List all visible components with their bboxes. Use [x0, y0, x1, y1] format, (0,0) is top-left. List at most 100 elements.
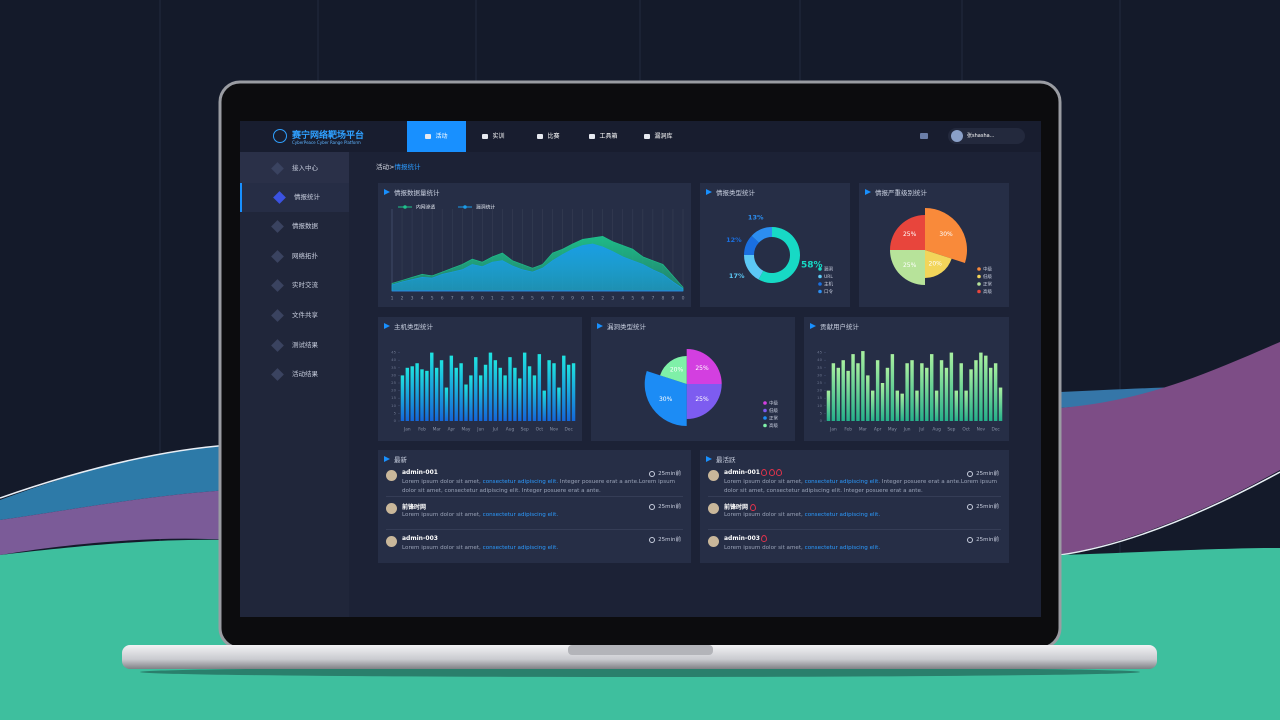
legend-label: 中级 [769, 400, 778, 407]
x-tick-label: Jun [903, 427, 911, 433]
chart-card: 漏洞类型统计 25% 25% 30% 20% 中级 低级 正常 高级 [591, 317, 795, 441]
x-tick-label: Apr [874, 427, 882, 433]
x-tick-label: Sep [947, 427, 955, 433]
user-name: 张shasha... [967, 133, 995, 139]
nav-item[interactable]: 工具箱 [576, 121, 631, 152]
bar [498, 367, 502, 421]
text: Integer posuere erat a ante.Lorem ipsum … [724, 479, 998, 494]
feed-text: Lorem ipsum dolor sit amet, consectetur … [724, 478, 1006, 495]
x-tick-label: 9 [471, 296, 474, 302]
bar [566, 364, 571, 421]
breadcrumb-parent[interactable]: 活动> [376, 163, 395, 171]
feed-name: admin-003 [402, 535, 438, 542]
feed-item: admin-001 25min前 Lorem ipsum dolor sit ame… [700, 468, 1009, 500]
y-tick-label: 35 [817, 365, 822, 370]
laptop-shadow [140, 667, 1140, 677]
nav-icon [589, 134, 596, 139]
value-label: 17% [729, 272, 745, 280]
sidebar-item[interactable]: 活动结果 [240, 360, 349, 390]
y-tick-label: 10 [391, 403, 396, 408]
message-icon[interactable] [920, 133, 928, 139]
feed-text: Lorem ipsum dolor sit amet, consectetur … [724, 544, 1006, 553]
x-tick-label: Jul [492, 427, 498, 433]
legend-label: 漏洞 [824, 266, 833, 273]
nav-label: 实训 [492, 133, 505, 140]
chart-title: 情报数据量统计 [394, 189, 440, 197]
x-tick-label: Feb [844, 427, 852, 433]
bar [425, 370, 429, 421]
sidebar-label: 活动结果 [292, 370, 318, 379]
link[interactable]: consectetur adipiscing elit. [482, 479, 559, 485]
chart: 0 5 10 15 20 25 30 35 40 45 Jan Feb Mar Apr May Jun Jul A… [391, 350, 576, 433]
feed-name: 前锋时网 [724, 502, 756, 511]
bar [954, 390, 959, 421]
value-label: 12% [726, 236, 742, 244]
sidebar-item[interactable]: 接入中心 [240, 152, 349, 185]
sidebar-item[interactable]: 实时交流 [240, 271, 349, 301]
bar [493, 360, 498, 421]
legend-swatch [977, 282, 981, 286]
wave [0, 490, 230, 555]
rose-slice [925, 250, 952, 278]
bar [846, 370, 850, 421]
link[interactable]: consectetur adipiscing elit. [482, 545, 559, 551]
nav-label: 比赛 [547, 133, 560, 140]
link[interactable]: consectetur adipiscing elit. [482, 512, 559, 518]
laptop-base [122, 645, 1157, 669]
rose-slice [686, 349, 722, 384]
sidebar: 接入中心情报统计情报数据 网络拓扑 实时交流 文件共享 测试结果活动结果 [240, 152, 349, 617]
nav-icon [537, 134, 544, 139]
y-tick-label: 45 [391, 350, 396, 355]
avatar [951, 130, 963, 142]
sidebar-item[interactable]: 情报统计 [240, 182, 349, 213]
sidebar-item[interactable]: 文件共享 [240, 301, 349, 331]
feed-text: Lorem ipsum dolor sit amet, consectetur … [724, 511, 1006, 520]
chart: 0 5 10 15 20 25 30 35 40 45 Jan Feb Mar Apr May Jun Jul A… [817, 350, 1003, 433]
donut-slice [744, 235, 759, 255]
user-name: admin-003 [724, 535, 760, 542]
chart-card: 贡献用户统计 0 5 10 15 20 25 30 35 40 45 Jan Feb Mar Apr May J… [804, 317, 1009, 441]
legend-label: 低级 [769, 407, 778, 414]
bar [420, 369, 424, 421]
sidebar-item[interactable]: 情报数据 [240, 212, 349, 242]
bar [518, 378, 522, 421]
bar [537, 354, 542, 421]
title-icon [706, 189, 712, 195]
feed-item: admin-001 25min前 Lorem ipsum dolor sit ame… [378, 468, 691, 500]
sidebar-item[interactable]: 测试结果 [240, 331, 349, 361]
bar [856, 363, 860, 421]
y-tick-label: 20 [391, 388, 396, 393]
avatar [708, 470, 719, 481]
nav-item[interactable]: 比赛 [521, 121, 576, 152]
chart-title: 情报严重级别统计 [875, 189, 927, 197]
bar [890, 354, 895, 421]
feed-name: admin-003 [724, 535, 768, 542]
clock-icon [649, 536, 656, 543]
bar [969, 369, 973, 421]
link[interactable]: consectetur adipiscing elit. [804, 512, 881, 518]
area [391, 243, 684, 292]
link[interactable]: consectetur adipiscing elit. [804, 545, 881, 551]
link[interactable]: consectetur adipiscing elit. [804, 479, 881, 485]
sidebar-item[interactable]: 网络拓扑 [240, 242, 349, 272]
nav-item[interactable]: 实训 [466, 121, 521, 152]
sidebar-label: 情报统计 [294, 192, 320, 201]
y-tick-label: 45 [817, 350, 822, 355]
bar [532, 375, 537, 421]
sidebar-icon [271, 279, 284, 293]
rose-slice [890, 250, 925, 285]
nav-item[interactable]: 活动 [407, 121, 466, 152]
bar [513, 367, 517, 421]
bar [836, 367, 841, 421]
clock-icon [967, 503, 974, 510]
user-menu[interactable]: 张shasha... [948, 128, 1025, 144]
nav-item[interactable]: 漏洞库 [631, 121, 686, 152]
x-tick-label: 3 [411, 296, 414, 302]
legend-swatch [818, 274, 822, 279]
title-icon [865, 189, 871, 195]
title-icon [384, 323, 390, 329]
bar [998, 387, 1003, 421]
